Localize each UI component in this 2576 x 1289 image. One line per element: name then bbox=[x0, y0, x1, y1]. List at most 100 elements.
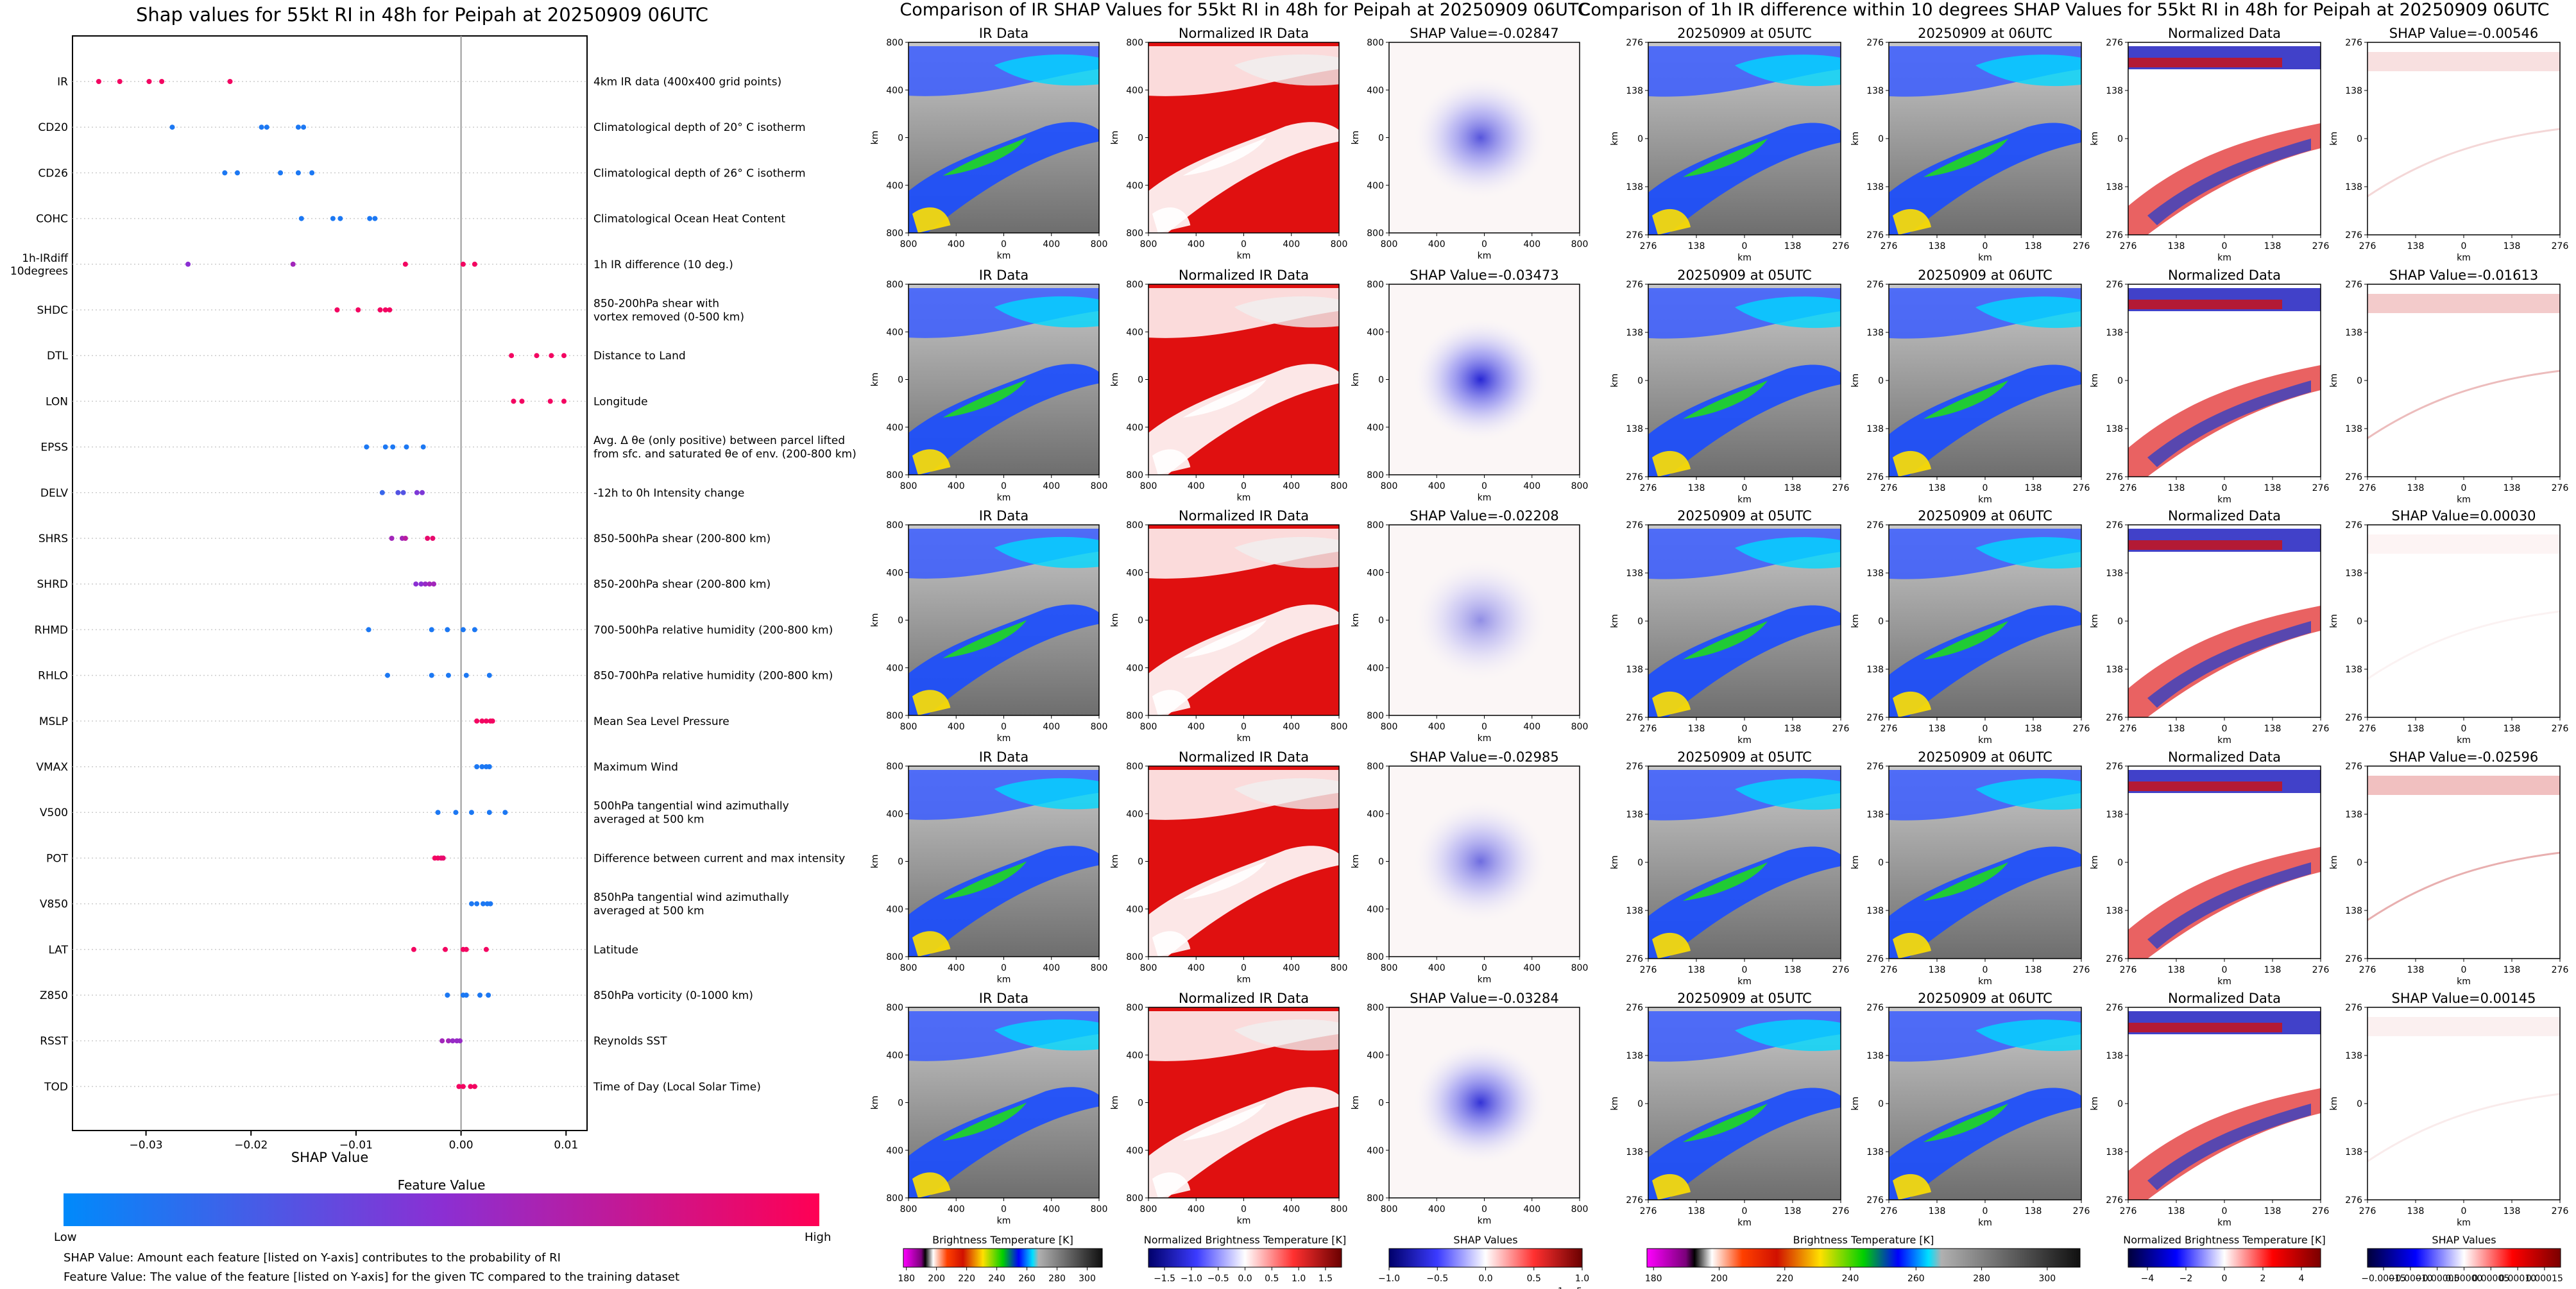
panel-y-tick-label: 276 bbox=[1626, 230, 1643, 241]
cloud-yellow-patch bbox=[912, 1172, 951, 1198]
panel-x-tick-label: 0 bbox=[1742, 724, 1748, 734]
panel-title: SHAP Value=-0.03284 bbox=[1410, 991, 1559, 1006]
panel-ylabel: km bbox=[1850, 132, 1861, 146]
panel-y-tick-label: 0 bbox=[2357, 617, 2362, 627]
panel-title: Normalized Data bbox=[2168, 508, 2281, 524]
feature-row: EPSS Avg. Δ θe (only positive) between pa… bbox=[40, 434, 856, 461]
shap-blob bbox=[1412, 316, 1549, 443]
panel-x-tick-label: 800 bbox=[900, 722, 917, 732]
shap-point bbox=[456, 1084, 462, 1089]
cloud-core bbox=[943, 861, 1027, 900]
panel-title: Normalized IR Data bbox=[1179, 26, 1309, 41]
panel-y-tick-label: 0 bbox=[1378, 375, 1384, 386]
cloud-band-southwest bbox=[1889, 846, 2081, 959]
panel-ylabel: km bbox=[1351, 1096, 1361, 1110]
panel-ylabel: km bbox=[1850, 373, 1861, 388]
panel-x-tick-label: 138 bbox=[2025, 483, 2042, 493]
panel-x-tick-label: 0 bbox=[1241, 963, 1247, 973]
panel-y-tick-label: 0 bbox=[2117, 376, 2123, 386]
panel-x-tick-label: 0 bbox=[1241, 239, 1247, 250]
panel-x-tick-label: 276 bbox=[2359, 241, 2376, 252]
panel-y-tick-label: 400 bbox=[886, 1146, 903, 1156]
panel-y-tick-label: 138 bbox=[1626, 1051, 1643, 1061]
panel-xlabel: km bbox=[1478, 493, 1492, 503]
panel-y-tick-label: 400 bbox=[1126, 1050, 1143, 1061]
panel-x-tick-label: 800 bbox=[1381, 963, 1398, 973]
colorbar-tick-label: 260 bbox=[1907, 1274, 1925, 1284]
panel-x-tick-label: 276 bbox=[2073, 1206, 2090, 1216]
shap-point bbox=[440, 855, 446, 861]
cloud-yellow-patch bbox=[1152, 690, 1191, 715]
panel-y-tick-label: 276 bbox=[1866, 762, 1884, 772]
panel-xlabel: km bbox=[1237, 251, 1251, 261]
shap-point bbox=[547, 398, 553, 404]
panel-x-tick-label: 800 bbox=[1331, 239, 1348, 250]
panel-x-tick-label: 276 bbox=[2073, 483, 2090, 493]
cloud-band-southwest bbox=[1648, 364, 1841, 477]
cloud-band-northeast bbox=[1735, 296, 1841, 329]
panel-title: SHAP Value=-0.02847 bbox=[1410, 26, 1559, 41]
legend-title: Feature Value bbox=[398, 1177, 486, 1193]
cloud-band-southwest bbox=[908, 122, 1099, 233]
panel-y-tick-label: 138 bbox=[2345, 568, 2362, 579]
panel-title: Normalized IR Data bbox=[1179, 991, 1309, 1006]
panel-y-tick-label: 276 bbox=[1626, 713, 1643, 723]
diff-band-north-red bbox=[2128, 300, 2282, 309]
panel-xlabel: km bbox=[1978, 495, 1992, 505]
panel-title: IR Data bbox=[979, 268, 1029, 283]
panel-ylabel: km bbox=[2329, 614, 2339, 628]
panel-x-tick-label: 0 bbox=[1983, 965, 1988, 975]
shap-point bbox=[278, 170, 284, 176]
panel-x-tick-label: 400 bbox=[1043, 239, 1060, 250]
colorbar-tick-label: −0.00015 bbox=[2361, 1274, 2406, 1284]
panel-y-tick-label: 0 bbox=[1637, 617, 1643, 627]
panel-y-tick-label: 400 bbox=[1126, 327, 1143, 337]
panel-y-tick-label: 400 bbox=[1367, 423, 1384, 433]
shap-point bbox=[486, 764, 492, 769]
panel-x-tick-label: 276 bbox=[2073, 724, 2090, 734]
panel-x-tick-label: 400 bbox=[1188, 1204, 1205, 1215]
panel-x-tick-label: 400 bbox=[1428, 963, 1446, 973]
panel-xlabel: km bbox=[997, 493, 1011, 503]
feature-description: Latitude bbox=[593, 944, 638, 957]
colorbar: Normalized Brightness Temperature [K] −1.… bbox=[1144, 1234, 1347, 1284]
panel-x-tick-label: 276 bbox=[1640, 1206, 1657, 1216]
panel-x-tick-label: 800 bbox=[1571, 722, 1589, 732]
colorbar-tick-label: 0.0 bbox=[1478, 1274, 1492, 1284]
cloud-core bbox=[1182, 861, 1267, 900]
panel-x-tick-label: 138 bbox=[2264, 724, 2282, 734]
panel-ylabel: km bbox=[2090, 373, 2100, 388]
cloud-band-northeast bbox=[1234, 536, 1339, 568]
panel-y-tick-label: 276 bbox=[1626, 1003, 1643, 1013]
shap-point bbox=[561, 398, 567, 404]
panel-y-tick-label: 0 bbox=[1138, 1098, 1143, 1109]
panel-y-tick-label: 276 bbox=[2106, 520, 2123, 531]
colorbar-tick-label: −0.00005 bbox=[2415, 1274, 2460, 1284]
feature-description: 850-200hPa shear with vortex removed (0-5… bbox=[593, 298, 744, 324]
shap-point bbox=[385, 672, 391, 678]
panel-y-tick-label: 138 bbox=[2106, 424, 2123, 434]
panel-x-tick-label: 0 bbox=[1481, 1204, 1487, 1215]
feature-name: TOD bbox=[44, 1080, 68, 1093]
feature-row: DELV -12h to 0h Intensity change bbox=[40, 487, 744, 500]
panel-x-tick-label: 138 bbox=[2503, 965, 2521, 975]
diff-band-blue bbox=[2147, 139, 2311, 225]
cloud-band-southwest bbox=[1148, 122, 1339, 233]
panel-y-tick-label: 800 bbox=[1367, 762, 1384, 772]
colorbar-tick-label: −0.00010 bbox=[2388, 1274, 2433, 1284]
panel-y-tick-label: 276 bbox=[2106, 38, 2123, 48]
panel-y-tick-label: 400 bbox=[1367, 85, 1384, 96]
colorbar-label: Brightness Temperature [K] bbox=[1793, 1234, 1934, 1246]
panel-x-tick-label: 400 bbox=[1188, 722, 1205, 732]
panel-x-tick-label: 400 bbox=[1283, 481, 1300, 491]
irdiff-comparison-title: Comparison of 1h IR difference within 10… bbox=[1579, 0, 2550, 20]
panel-y-tick-label: 138 bbox=[1626, 86, 1643, 96]
shap-point bbox=[450, 1038, 456, 1044]
panel-x-tick-label: 138 bbox=[2503, 724, 2521, 734]
panel-x-tick-label: 0 bbox=[2222, 241, 2228, 252]
shap-point bbox=[480, 901, 486, 907]
panel-x-tick-label: 0 bbox=[1742, 483, 1748, 493]
